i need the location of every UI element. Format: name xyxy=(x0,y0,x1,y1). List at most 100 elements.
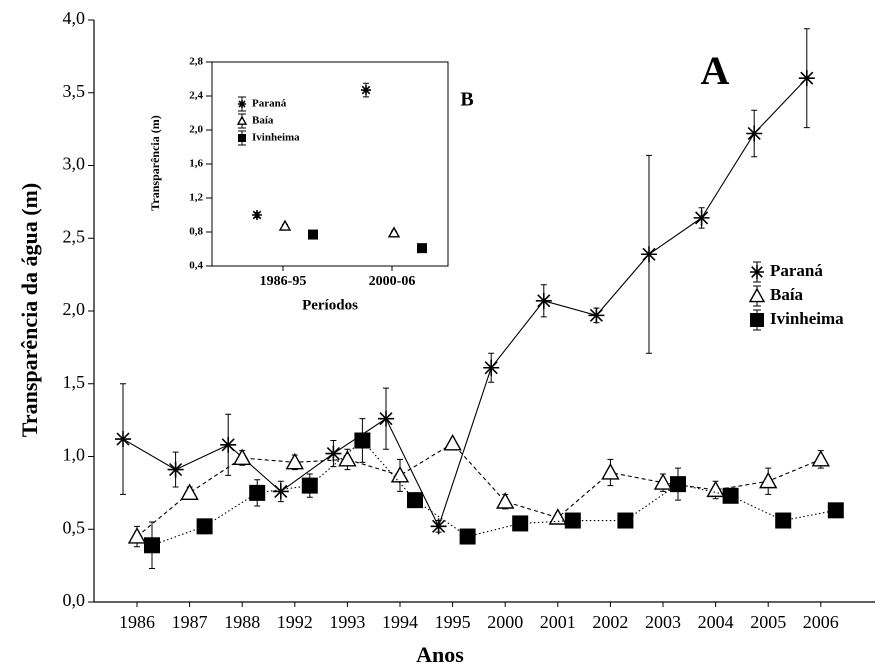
x-axis-label: Períodos xyxy=(302,297,358,313)
marker xyxy=(443,433,462,451)
marker xyxy=(390,465,410,483)
marker xyxy=(308,229,318,240)
legend-entry: Ivinheima xyxy=(750,309,844,331)
x-tick-label: 1987 xyxy=(172,612,208,632)
marker xyxy=(144,537,160,554)
marker xyxy=(653,473,673,490)
y-tick-label: 1,2 xyxy=(189,192,203,204)
marker xyxy=(285,452,304,470)
marker xyxy=(722,487,739,504)
legend-entry: Paraná xyxy=(750,261,823,283)
y-tick-label: 3,0 xyxy=(63,154,86,174)
marker xyxy=(641,246,657,263)
legend-entry: Paraná xyxy=(238,96,287,112)
y-tick-label: 2,4 xyxy=(189,90,203,102)
legend-label: Baía xyxy=(252,115,274,127)
y-tick-label: 2,5 xyxy=(63,226,86,246)
marker xyxy=(512,515,529,532)
legend-marker xyxy=(750,265,764,279)
panel-label: A xyxy=(701,48,730,93)
x-tick-label: 2006 xyxy=(803,612,839,632)
marker xyxy=(430,518,447,535)
marker xyxy=(693,209,710,226)
marker xyxy=(272,483,289,500)
x-tick-label: 2004 xyxy=(698,612,734,632)
y-tick-label: 4,0 xyxy=(63,8,86,28)
marker xyxy=(759,471,778,489)
marker xyxy=(775,512,792,529)
legend-marker xyxy=(236,115,248,125)
x-tick-label: 2002 xyxy=(592,612,628,632)
marker xyxy=(127,527,147,544)
y-tick-label: 1,6 xyxy=(189,158,203,170)
y-tick-label: 0,0 xyxy=(63,590,86,610)
legend-label: Ivinheima xyxy=(770,309,844,328)
legend-marker xyxy=(238,134,246,142)
y-tick-label: 2,0 xyxy=(189,124,203,136)
marker xyxy=(249,484,266,501)
y-tick-label: 0,8 xyxy=(189,226,203,238)
marker xyxy=(361,85,371,96)
legend-entry: Baía xyxy=(748,285,804,307)
x-tick-label: 1995 xyxy=(435,612,471,632)
marker xyxy=(798,70,815,87)
marker xyxy=(706,480,725,498)
x-tick-label: 1993 xyxy=(329,612,365,632)
y-tick-label: 2,0 xyxy=(63,299,86,319)
x-tick-label: 2000-06 xyxy=(369,274,416,289)
marker xyxy=(115,431,131,448)
marker xyxy=(407,492,423,509)
marker xyxy=(548,508,567,525)
marker xyxy=(196,518,213,535)
x-tick-label: 2005 xyxy=(750,612,786,632)
series-line xyxy=(122,77,808,528)
legend-label: Baía xyxy=(770,285,804,304)
y-tick-label: 1,0 xyxy=(63,445,86,465)
x-tick-label: 1986-95 xyxy=(260,274,307,289)
marker xyxy=(325,445,342,462)
series-line xyxy=(136,442,822,537)
legend-label: Ivinheima xyxy=(252,132,300,144)
marker xyxy=(301,477,318,494)
y-tick-label: 1,5 xyxy=(63,372,86,392)
legend-label: Paraná xyxy=(770,261,823,280)
y-axis-label: Transparência da água (m) xyxy=(17,183,42,437)
y-tick-label: 0,4 xyxy=(189,260,203,272)
marker xyxy=(670,476,686,493)
marker xyxy=(220,436,237,453)
y-tick-label: 2,8 xyxy=(189,56,203,68)
legend-label: Paraná xyxy=(252,98,287,110)
series-line xyxy=(151,439,836,546)
marker xyxy=(617,512,634,529)
x-tick-label: 1988 xyxy=(224,612,260,632)
marker xyxy=(535,292,552,309)
panel-label: B xyxy=(460,89,473,111)
marker xyxy=(746,125,763,142)
marker xyxy=(354,432,371,449)
y-axis-label: Transparência (m) xyxy=(148,115,162,210)
marker xyxy=(278,219,292,231)
x-tick-label: 2003 xyxy=(645,612,681,632)
legend-marker xyxy=(748,287,766,303)
legend-marker xyxy=(750,313,764,327)
marker xyxy=(252,210,262,220)
plot-frame xyxy=(211,61,449,267)
marker xyxy=(417,243,427,254)
marker xyxy=(483,359,500,376)
y-tick-label: 3,5 xyxy=(63,81,86,101)
legend-marker xyxy=(238,100,246,108)
marker xyxy=(496,492,515,509)
y-tick-label: 0,5 xyxy=(63,517,86,537)
marker xyxy=(827,502,844,519)
marker xyxy=(564,512,581,529)
marker xyxy=(167,461,184,478)
marker xyxy=(180,483,199,500)
marker xyxy=(601,463,620,480)
marker xyxy=(338,449,357,467)
x-axis-label: Anos xyxy=(416,642,464,667)
legend-entry: Baía xyxy=(236,113,274,129)
x-tick-label: 2000 xyxy=(487,612,523,632)
x-tick-label: 1994 xyxy=(382,612,418,632)
marker xyxy=(459,528,476,545)
